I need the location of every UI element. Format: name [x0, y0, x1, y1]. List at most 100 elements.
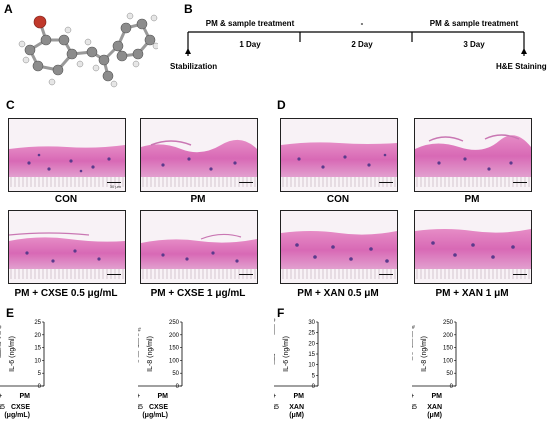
y-tick-label: 30 — [308, 320, 315, 326]
row-cell: + — [274, 393, 276, 400]
micrograph-c-con: 30 μm — [8, 118, 126, 192]
row-label: XAN — [427, 404, 442, 411]
caption-d-xan-1: PM + XAN 1 μM — [435, 288, 509, 299]
y-tick-label: 0 — [450, 384, 454, 390]
row-label: PM — [20, 393, 31, 400]
row-cell: 0.5 — [412, 404, 417, 411]
caption-c-cxse-1: PM + CXSE 1 μg/mL — [150, 288, 246, 299]
row-label: CXSE — [11, 404, 30, 411]
y-tick-label: 50 — [172, 371, 179, 377]
y-tick-label: 150 — [169, 346, 180, 352]
y-tick-label: 200 — [169, 333, 180, 339]
y-tick-label: 200 — [443, 333, 454, 339]
caption-c-con: CON — [54, 194, 78, 205]
row-cell: - — [138, 404, 140, 411]
row-label-unit: (μg/mL) — [142, 412, 168, 419]
row-cell: - — [274, 404, 276, 411]
micrograph-c-cxse-1 — [140, 210, 258, 284]
panel-label-f: F — [277, 306, 285, 320]
timeline-day-1-label: 1 Day — [239, 40, 261, 49]
row-label: PM — [432, 393, 443, 400]
caption-d-pm: PM — [464, 194, 480, 205]
y-tick-label: 250 — [443, 320, 454, 326]
treatment-timeline — [185, 31, 527, 56]
y-tick-label: 100 — [169, 358, 180, 364]
row-cell: 1 — [412, 404, 414, 411]
row-cell: 0.5 — [0, 404, 5, 411]
y-tick-label: 0 — [312, 384, 316, 390]
row-cell: + — [274, 393, 276, 400]
significance-mark: # — [0, 325, 2, 331]
timeline-segment-1-label: PM & sample treatment — [205, 19, 295, 28]
caption-d-con: CON — [326, 194, 350, 205]
y-tick-label: 25 — [34, 320, 41, 326]
row-cell: + — [0, 393, 2, 400]
chart-e-il8: IL-8 (ng/ml)050100150200250##*PM-+++CXSE… — [138, 320, 183, 419]
micrograph-c-cxse-05 — [8, 210, 126, 284]
micrograph-d-pm — [414, 118, 532, 192]
y-tick-label: 25 — [308, 331, 315, 337]
y-tick-label: 0 — [38, 384, 42, 390]
y-tick-label: 10 — [34, 358, 41, 364]
micrograph-d-con — [280, 118, 398, 192]
row-cell: - — [0, 404, 2, 411]
row-cell: + — [138, 393, 140, 400]
row-cell: - — [274, 393, 276, 400]
row-label: PM — [294, 393, 305, 400]
timeline-segment-2-label: - — [360, 19, 364, 28]
row-cell: 0.5 — [274, 404, 279, 411]
y-tick-label: 20 — [34, 333, 41, 339]
y-axis-label: IL-8 (ng/ml) — [421, 336, 428, 372]
y-tick-label: 150 — [443, 346, 454, 352]
row-cell: 1 — [274, 404, 276, 411]
row-cell: 1 — [138, 404, 140, 411]
row-cell: - — [412, 393, 414, 400]
row-cell: + — [0, 393, 2, 400]
row-cell: + — [412, 393, 414, 400]
significance-mark: * — [412, 346, 413, 352]
row-cell: + — [274, 393, 276, 400]
significance-mark: # — [274, 318, 276, 324]
micrograph-c-pm — [140, 118, 258, 192]
y-tick-label: 5 — [38, 371, 42, 377]
row-cell: + — [412, 393, 414, 400]
row-cell: 1 — [0, 404, 2, 411]
panel-label-d: D — [277, 98, 286, 112]
significance-mark: ## — [138, 328, 141, 334]
panel-label-b: B — [184, 2, 193, 16]
panel-label-a: A — [4, 2, 13, 16]
row-cell: - — [0, 393, 2, 400]
timeline-day-3-label: 3 Day — [463, 40, 485, 49]
y-tick-label: 0 — [176, 384, 180, 390]
y-axis-label: IL-6 (ng/ml) — [9, 336, 16, 372]
row-label: PM — [158, 393, 169, 400]
scale-bar-label: 30 μm — [109, 184, 121, 189]
row-cell: - — [274, 404, 276, 411]
timeline-day-2-label: 2 Day — [351, 40, 373, 49]
significance-mark: * — [274, 353, 275, 359]
micrograph-d-xan-05 — [280, 210, 398, 284]
panel-label-c: C — [6, 98, 15, 112]
caption-d-xan-05: PM + XAN 0.5 μM — [297, 288, 379, 299]
chart-f-il8: IL-8 (ng/ml)050100150200250##*PM-+++XAN(… — [412, 320, 457, 419]
row-label: CXSE — [149, 404, 168, 411]
significance-mark: * — [0, 336, 1, 342]
row-cell: 0.5 — [138, 404, 143, 411]
y-tick-label: 15 — [308, 352, 315, 358]
panel-label-e: E — [6, 306, 15, 320]
chart-e-il6: IL-6 (ng/ml)0510152025#**PM-+++CXSE(μg/m… — [0, 320, 45, 419]
row-cell: - — [138, 393, 140, 400]
row-cell: - — [412, 404, 414, 411]
significance-mark: ## — [412, 325, 415, 331]
molecule-structure-image — [18, 12, 158, 88]
significance-mark: * — [138, 345, 139, 351]
y-tick-label: 20 — [308, 341, 315, 347]
row-cell: + — [0, 393, 2, 400]
y-tick-label: 100 — [443, 358, 454, 364]
row-cell: - — [412, 404, 414, 411]
y-tick-label: 5 — [312, 373, 316, 379]
row-label-unit: (μM) — [289, 412, 304, 419]
y-tick-label: 50 — [446, 371, 453, 377]
y-axis-label: IL-8 (ng/ml) — [147, 336, 154, 372]
timeline-segment-3-label: PM & sample treatment — [429, 19, 519, 28]
